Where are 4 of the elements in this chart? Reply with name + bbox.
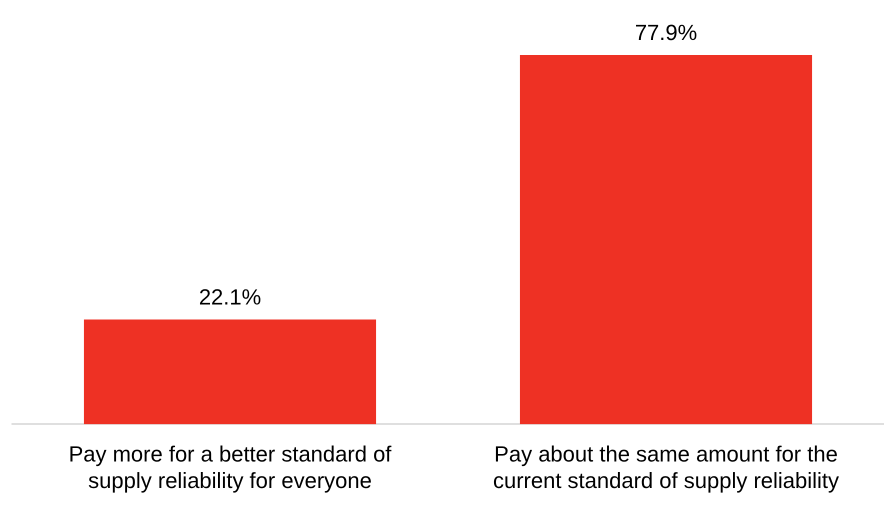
x-tick-label: Pay about the same amount for the current standard of supply reliability bbox=[492, 441, 840, 493]
data-label: 22.1% bbox=[198, 284, 262, 310]
data-label: 77.9% bbox=[634, 20, 698, 46]
x-tick-label: Pay more for a better standard of supply reliability for everyone bbox=[68, 441, 392, 493]
